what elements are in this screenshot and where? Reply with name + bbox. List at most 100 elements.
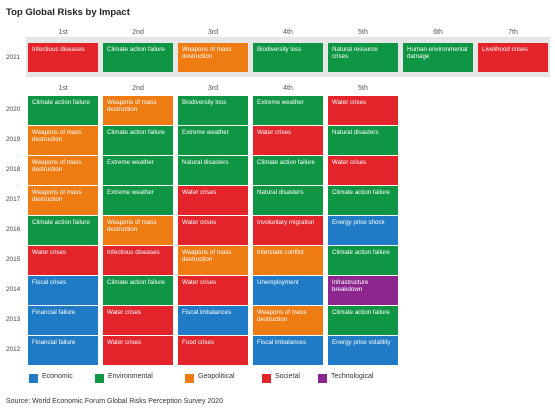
risk-cell-label: Water crises	[32, 249, 67, 256]
risk-cell-2016-4: Involuntary migration	[253, 216, 323, 245]
risk-cell-2020-4: Extreme weather	[253, 96, 323, 125]
risk-cell-label: Natural disasters	[257, 189, 304, 196]
risk-cell-2020-3: Biodiversity loss	[178, 96, 248, 125]
risk-cell-2018-1: Weapons of mass destruction	[28, 156, 98, 185]
source-note: Source: World Economic Forum Global Risk…	[6, 398, 223, 405]
risk-cell-2017-5: Climate action failure	[328, 186, 398, 215]
risk-cell-label: Climate action failure	[107, 46, 165, 53]
legend-label-economic: Economic	[42, 373, 73, 380]
risk-cell-label: Infectious diseases	[32, 46, 85, 53]
risk-cell-2021-7: Livelihood crises	[478, 43, 548, 72]
rank-header-top-4: 4th	[283, 29, 293, 36]
risk-cell-label: Natural disasters	[332, 129, 379, 136]
year-label-2019: 2019	[6, 136, 21, 143]
risk-cell-label: Fiscal crises	[32, 279, 67, 286]
rank-header-5: 5th	[358, 85, 368, 92]
year-label-2021: 2021	[6, 54, 21, 61]
year-label-2017: 2017	[6, 196, 21, 203]
risk-cell-2013-1: Financial failure	[28, 306, 98, 335]
legend-swatch-technological	[318, 374, 327, 383]
risk-cell-2018-2: Extreme weather	[103, 156, 173, 185]
risk-cell-label: Water crises	[257, 129, 292, 136]
risk-cell-2012-1: Financial failure	[28, 336, 98, 365]
year-label-2012: 2012	[6, 346, 21, 353]
risk-cell-label: Natural resource crises	[332, 46, 378, 61]
risk-cell-label: Human environmental damage	[407, 46, 468, 61]
risk-cell-label: Biodiversity loss	[182, 99, 227, 106]
risk-cell-label: Climate action failure	[32, 219, 90, 226]
risk-cell-label: Climate action failure	[257, 159, 315, 166]
risk-cell-label: Interstate conflict	[257, 249, 304, 256]
risk-cell-label: Infectious diseases	[107, 249, 160, 256]
risk-cell-label: Involuntary migration	[257, 219, 315, 226]
legend-swatch-societal	[262, 374, 271, 383]
risk-cell-2021-6: Human environmental damage	[403, 43, 473, 72]
year-label-2020: 2020	[6, 106, 21, 113]
risk-cell-2021-5: Natural resource crises	[328, 43, 398, 72]
risk-cell-2015-4: Interstate conflict	[253, 246, 323, 275]
risk-cell-label: Extreme weather	[107, 159, 154, 166]
risk-cell-label: Weapons of mass destruction	[32, 129, 82, 144]
risk-cell-label: Financial failure	[32, 309, 76, 316]
risk-cell-label: Climate action failure	[332, 249, 390, 256]
risk-cell-label: Natural disasters	[182, 159, 229, 166]
year-label-2015: 2015	[6, 256, 21, 263]
risk-cell-2019-2: Climate action failure	[103, 126, 173, 155]
risk-cell-label: Weapons of mass destruction	[182, 249, 232, 264]
risk-cell-2019-3: Extreme weather	[178, 126, 248, 155]
risk-cell-label: Energy price shock	[332, 219, 385, 226]
risk-cell-2021-4: Biodiversity loss	[253, 43, 323, 72]
risk-cell-label: Weapons of mass destruction	[32, 159, 82, 174]
risk-cell-2015-1: Water crises	[28, 246, 98, 275]
rank-header-top-5: 5th	[358, 29, 368, 36]
risk-cell-2021-3: Weapons of mass destruction	[178, 43, 248, 72]
risk-cell-2021-2: Climate action failure	[103, 43, 173, 72]
risk-cell-label: Fiscal imbalances	[257, 339, 307, 346]
risk-cell-2012-5: Energy price volatility	[328, 336, 398, 365]
rank-header-top-6: 6th	[433, 29, 443, 36]
rank-header-3: 3rd	[207, 85, 219, 92]
risk-cell-label: Infrastructure breakdown	[332, 279, 369, 294]
risk-cell-2015-2: Infectious diseases	[103, 246, 173, 275]
risk-cell-label: Weapons of mass destruction	[107, 219, 157, 234]
risk-cell-2012-3: Food crises	[178, 336, 248, 365]
risk-cell-label: Extreme weather	[257, 99, 304, 106]
risk-cell-label: Water crises	[182, 219, 217, 226]
risk-cell-label: Water crises	[182, 189, 217, 196]
year-label-2014: 2014	[6, 286, 21, 293]
risk-cell-label: Weapons of mass destruction	[32, 189, 82, 204]
risk-cell-2020-2: Weapons of mass destruction	[103, 96, 173, 125]
legend-label-environmental: Environmental	[108, 373, 153, 380]
risk-cell-2017-2: Extreme weather	[103, 186, 173, 215]
risk-cell-label: Extreme weather	[182, 129, 229, 136]
year-label-2018: 2018	[6, 166, 21, 173]
rank-header-top-3: 3rd	[207, 29, 219, 36]
risk-cell-2014-3: Water crises	[178, 276, 248, 305]
risk-cell-label: Livelihood crises	[482, 46, 528, 53]
risk-cell-label: Weapons of mass destruction	[257, 309, 307, 324]
risk-cell-2020-1: Climate action failure	[28, 96, 98, 125]
risk-cell-2013-5: Climate action failure	[328, 306, 398, 335]
legend-label-technological: Technological	[331, 373, 374, 380]
risk-cell-label: Food crises	[182, 339, 214, 346]
risk-cell-label: Climate action failure	[332, 309, 390, 316]
risk-cell-label: Water crises	[182, 279, 217, 286]
risk-cell-2014-1: Fiscal crises	[28, 276, 98, 305]
rank-header-1: 1st	[58, 85, 68, 92]
risk-cell-label: Unemployment	[257, 279, 299, 286]
risk-cell-2013-2: Water crises	[103, 306, 173, 335]
risk-cell-label: Climate action failure	[107, 129, 165, 136]
risk-cell-label: Financial failure	[32, 339, 76, 346]
risk-cell-2013-4: Weapons of mass destruction	[253, 306, 323, 335]
legend-swatch-economic	[29, 374, 38, 383]
year-label-2013: 2013	[6, 316, 21, 323]
risk-cell-2019-5: Natural disasters	[328, 126, 398, 155]
risk-cell-label: Climate action failure	[332, 189, 390, 196]
risk-cell-2018-4: Climate action failure	[253, 156, 323, 185]
rank-header-4: 4th	[283, 85, 293, 92]
risk-cell-label: Water crises	[107, 309, 142, 316]
rank-header-top-1: 1st	[58, 29, 68, 36]
risk-cell-2012-4: Fiscal imbalances	[253, 336, 323, 365]
risk-cell-label: Extreme weather	[107, 189, 154, 196]
legend-swatch-geopolitical	[185, 374, 194, 383]
